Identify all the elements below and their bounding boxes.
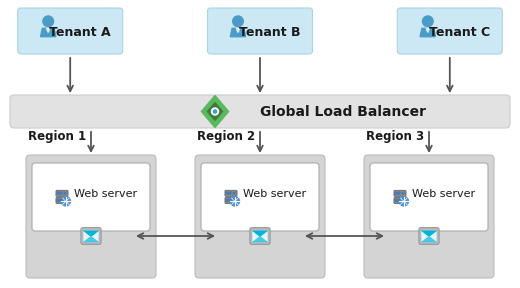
Text: Region 1: Region 1 [28, 130, 86, 143]
Polygon shape [252, 231, 268, 237]
Circle shape [233, 200, 235, 201]
FancyBboxPatch shape [419, 228, 439, 245]
Text: Region 3: Region 3 [366, 130, 424, 143]
FancyBboxPatch shape [81, 228, 101, 245]
FancyBboxPatch shape [26, 155, 156, 278]
Text: Region 2: Region 2 [197, 130, 255, 143]
Text: Tenant B: Tenant B [239, 26, 301, 39]
FancyBboxPatch shape [83, 231, 99, 242]
FancyBboxPatch shape [56, 190, 68, 196]
FancyBboxPatch shape [394, 190, 406, 196]
FancyBboxPatch shape [397, 8, 502, 54]
FancyBboxPatch shape [225, 190, 237, 196]
FancyBboxPatch shape [57, 199, 62, 202]
Circle shape [233, 192, 235, 194]
Text: Global Load Balancer: Global Load Balancer [260, 105, 426, 120]
Circle shape [422, 16, 433, 26]
Text: Web server: Web server [412, 189, 475, 199]
Polygon shape [426, 28, 430, 33]
FancyBboxPatch shape [250, 228, 270, 245]
FancyBboxPatch shape [395, 192, 400, 195]
FancyBboxPatch shape [10, 95, 510, 128]
FancyBboxPatch shape [394, 198, 406, 204]
Circle shape [64, 200, 66, 201]
Polygon shape [230, 28, 246, 37]
Text: Tenant C: Tenant C [429, 26, 490, 39]
FancyBboxPatch shape [226, 199, 231, 202]
Polygon shape [207, 103, 223, 120]
Polygon shape [252, 236, 268, 242]
FancyBboxPatch shape [364, 155, 494, 278]
Polygon shape [83, 231, 99, 237]
Circle shape [213, 110, 217, 113]
Polygon shape [421, 231, 437, 237]
Text: Web server: Web server [74, 189, 137, 199]
FancyBboxPatch shape [421, 231, 437, 242]
Text: Web server: Web server [243, 189, 306, 199]
FancyBboxPatch shape [207, 8, 313, 54]
Polygon shape [421, 236, 437, 242]
Circle shape [212, 108, 218, 115]
FancyBboxPatch shape [56, 198, 68, 204]
Circle shape [230, 197, 240, 206]
Circle shape [43, 16, 54, 26]
FancyBboxPatch shape [252, 231, 268, 242]
Circle shape [232, 16, 243, 26]
FancyBboxPatch shape [225, 198, 237, 204]
Circle shape [399, 197, 409, 206]
FancyBboxPatch shape [370, 163, 488, 231]
Polygon shape [83, 236, 99, 242]
Circle shape [64, 192, 66, 194]
Polygon shape [46, 28, 50, 33]
Polygon shape [236, 28, 240, 33]
Circle shape [402, 192, 404, 194]
Polygon shape [201, 96, 229, 128]
FancyBboxPatch shape [201, 163, 319, 231]
Polygon shape [41, 28, 56, 37]
Circle shape [61, 197, 71, 206]
FancyBboxPatch shape [195, 155, 325, 278]
FancyBboxPatch shape [226, 192, 231, 195]
Circle shape [402, 200, 404, 201]
FancyBboxPatch shape [57, 192, 62, 195]
Text: Tenant A: Tenant A [49, 26, 111, 39]
FancyBboxPatch shape [395, 199, 400, 202]
Polygon shape [420, 28, 436, 37]
FancyBboxPatch shape [32, 163, 150, 231]
FancyBboxPatch shape [18, 8, 123, 54]
